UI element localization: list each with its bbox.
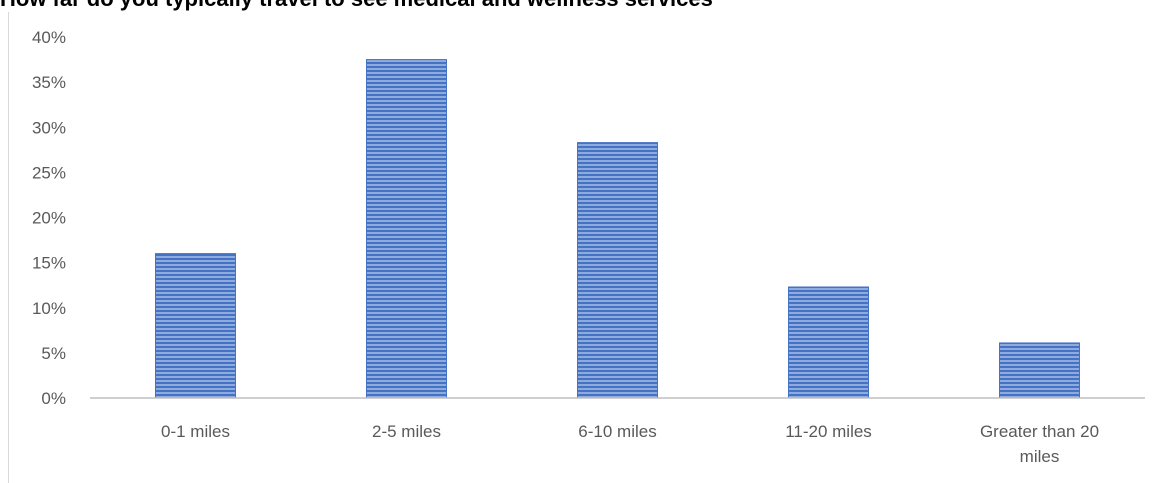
bars — [155, 59, 1080, 399]
y-tick-label: 35% — [32, 73, 66, 92]
y-tick-label: 15% — [32, 254, 66, 273]
chart-frame — [8, 12, 1163, 483]
x-tick-label: 6-10 miles — [578, 422, 656, 441]
x-axis-labels: 0-1 miles 2-5 miles 6-10 miles 11-20 miles G… — [161, 422, 1099, 466]
bar-11-20-miles — [788, 286, 869, 399]
x-tick-label: 2-5 miles — [372, 422, 441, 441]
y-tick-label: 25% — [32, 163, 66, 182]
y-axis-ticks: 0% 5% 10% 15% 20% 25% 30% 35% 40% — [32, 28, 66, 408]
bar-2-5-miles — [366, 59, 447, 399]
chart-title: How far do you typically travel to see m… — [0, 0, 1163, 12]
y-tick-label: 10% — [32, 299, 66, 318]
y-tick-label: 0% — [41, 389, 66, 408]
x-tick-label: 0-1 miles — [161, 422, 230, 441]
bar-0-1-miles — [155, 253, 236, 399]
bar-greater-than-20-miles — [999, 342, 1080, 399]
y-tick-label: 20% — [32, 209, 66, 228]
y-tick-label: 40% — [32, 28, 66, 47]
x-tick-label: Greater than 20 miles — [980, 422, 1099, 466]
x-tick-label: 11-20 miles — [785, 422, 872, 441]
y-tick-label: 5% — [41, 344, 66, 363]
bar-6-10-miles — [577, 142, 658, 399]
y-tick-label: 30% — [32, 118, 66, 137]
